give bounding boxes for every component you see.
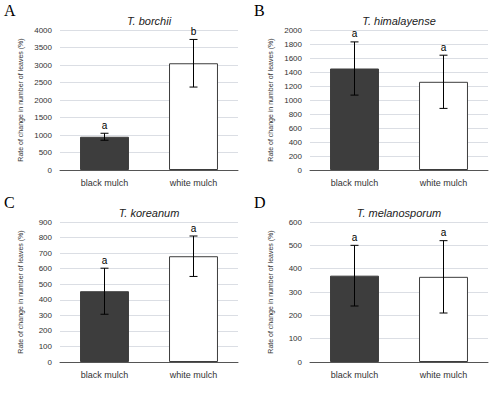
svg-text:800: 800 — [39, 233, 53, 242]
svg-text:a: a — [441, 42, 447, 53]
svg-text:1800: 1800 — [284, 40, 302, 49]
svg-text:white mulch: white mulch — [169, 370, 218, 380]
svg-text:T. koreanum: T. koreanum — [119, 207, 180, 219]
svg-text:1000: 1000 — [34, 131, 52, 140]
svg-text:400: 400 — [289, 264, 303, 273]
svg-text:400: 400 — [39, 295, 53, 304]
svg-text:1200: 1200 — [284, 82, 302, 91]
svg-text:100: 100 — [289, 334, 303, 343]
svg-text:800: 800 — [289, 110, 303, 119]
svg-text:white mulch: white mulch — [419, 370, 468, 380]
svg-text:Rate of change in number of le: Rate of change in number of leaves (%) — [17, 38, 25, 161]
svg-text:Rate of change in number of le: Rate of change in number of leaves (%) — [267, 230, 275, 353]
svg-text:D: D — [254, 194, 266, 211]
svg-text:A: A — [4, 2, 16, 19]
svg-text:a: a — [102, 255, 108, 266]
svg-text:a: a — [191, 223, 197, 234]
svg-text:0: 0 — [48, 166, 53, 175]
svg-text:900: 900 — [39, 218, 53, 227]
svg-text:100: 100 — [39, 342, 53, 351]
svg-text:T. borchii: T. borchii — [127, 15, 172, 27]
svg-text:200: 200 — [39, 326, 53, 335]
svg-text:1000: 1000 — [284, 96, 302, 105]
svg-text:500: 500 — [289, 241, 303, 250]
svg-text:white mulch: white mulch — [419, 178, 468, 188]
svg-text:500: 500 — [39, 148, 53, 157]
svg-text:a: a — [102, 120, 108, 131]
svg-text:4000: 4000 — [34, 26, 52, 35]
svg-text:black mulch: black mulch — [81, 370, 129, 380]
svg-text:1500: 1500 — [34, 113, 52, 122]
svg-text:300: 300 — [289, 288, 303, 297]
svg-text:0: 0 — [298, 358, 303, 367]
svg-text:a: a — [352, 232, 358, 243]
svg-text:a: a — [352, 28, 358, 39]
svg-text:2500: 2500 — [34, 78, 52, 87]
svg-text:400: 400 — [289, 138, 303, 147]
svg-text:0: 0 — [298, 166, 303, 175]
svg-text:700: 700 — [39, 249, 53, 258]
svg-text:C: C — [4, 194, 15, 211]
svg-text:600: 600 — [289, 124, 303, 133]
svg-text:Rate of change in number of le: Rate of change in number of leaves (%) — [267, 38, 275, 161]
svg-text:600: 600 — [289, 218, 303, 227]
svg-text:black mulch: black mulch — [331, 178, 379, 188]
svg-text:600: 600 — [39, 264, 53, 273]
svg-text:200: 200 — [289, 152, 303, 161]
svg-text:3000: 3000 — [34, 61, 52, 70]
svg-text:2000: 2000 — [284, 26, 302, 35]
svg-text:a: a — [441, 227, 447, 238]
svg-text:b: b — [191, 26, 197, 37]
svg-text:T. himalayense: T. himalayense — [362, 15, 436, 27]
svg-text:black mulch: black mulch — [81, 178, 129, 188]
svg-text:0: 0 — [48, 358, 53, 367]
svg-text:Rate of change in number of le: Rate of change in number of leaves (%) — [17, 230, 25, 353]
svg-text:2000: 2000 — [34, 96, 52, 105]
svg-text:1400: 1400 — [284, 68, 302, 77]
svg-text:200: 200 — [289, 311, 303, 320]
svg-text:3500: 3500 — [34, 43, 52, 52]
svg-text:black mulch: black mulch — [331, 370, 379, 380]
svg-text:T. melanosporum: T. melanosporum — [357, 207, 442, 219]
svg-text:500: 500 — [39, 280, 53, 289]
svg-text:white mulch: white mulch — [169, 178, 218, 188]
svg-text:B: B — [254, 2, 265, 19]
svg-text:300: 300 — [39, 311, 53, 320]
svg-text:1600: 1600 — [284, 54, 302, 63]
